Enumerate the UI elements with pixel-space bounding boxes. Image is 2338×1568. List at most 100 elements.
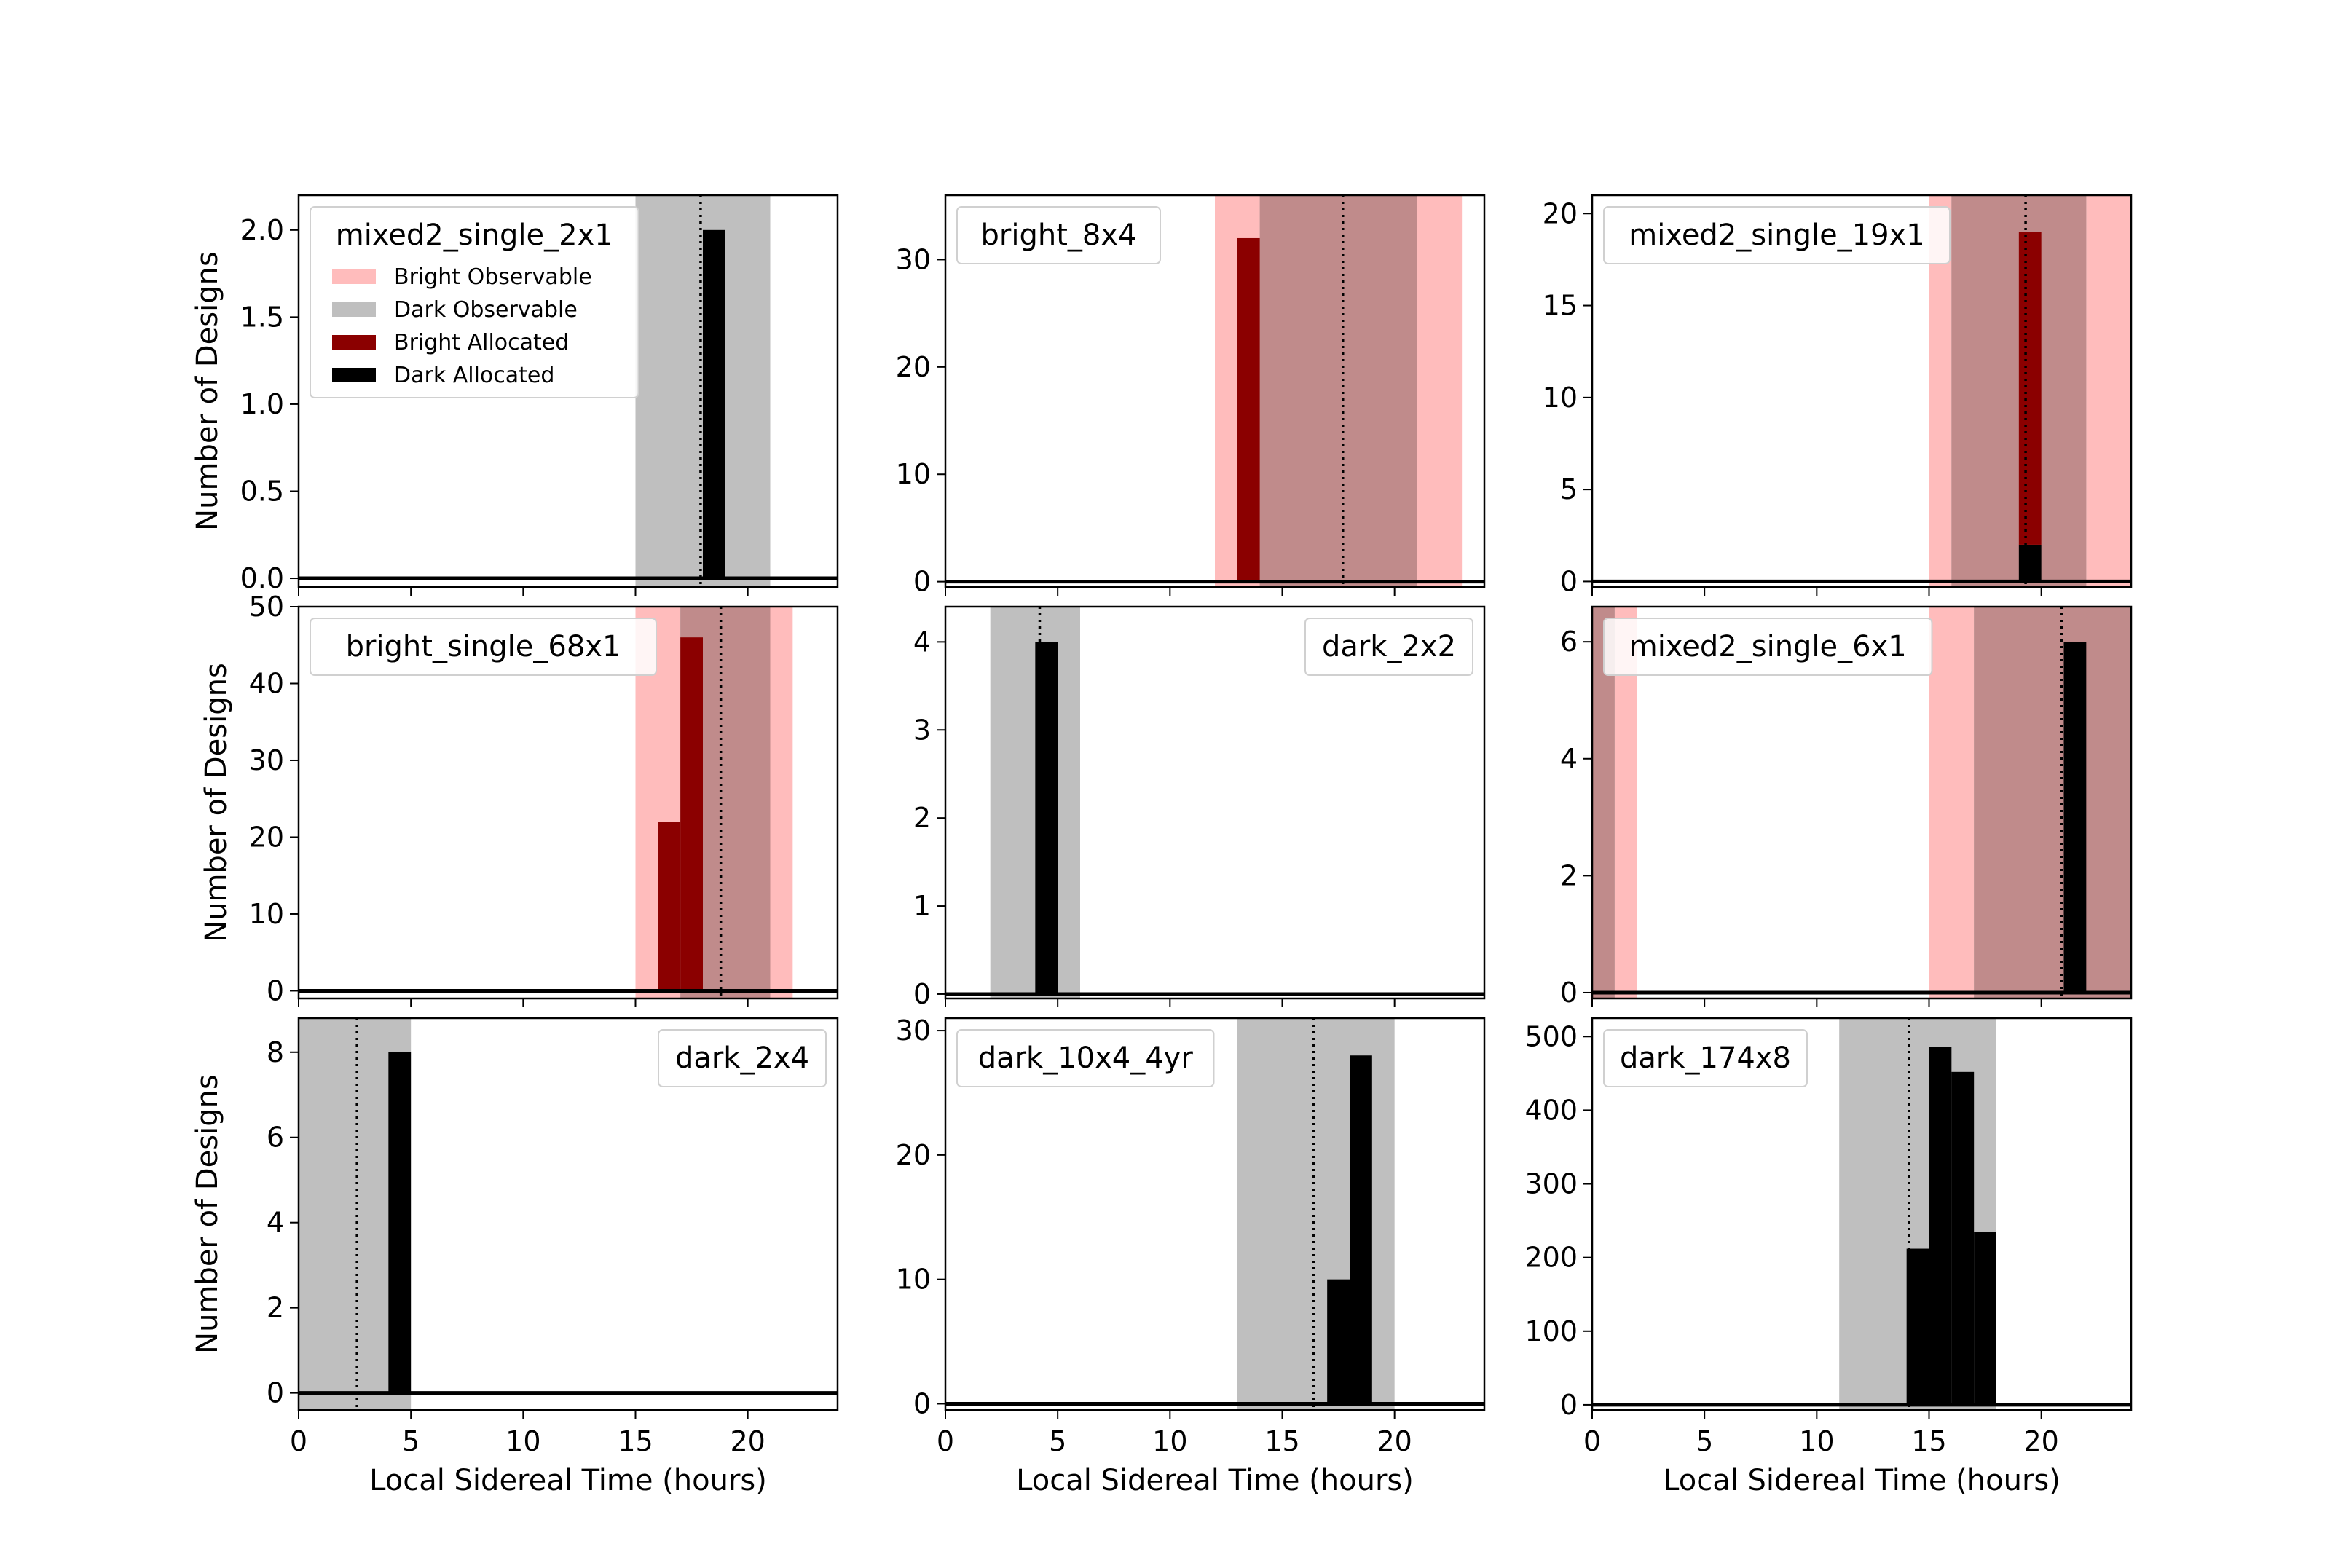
legend-box: [956, 206, 1161, 264]
x-tick-label: 20: [730, 1425, 765, 1457]
legend-swatch: [332, 368, 376, 382]
y-tick-label: 2: [267, 1292, 284, 1324]
overlap-observable-span: [1974, 607, 2131, 998]
y-tick-label: 1.0: [240, 388, 284, 420]
panel-mixed2_single_6x1: 0 2 4 6 mixed2_single_6x1: [1560, 605, 2133, 1009]
y-tick-label: 8: [267, 1036, 284, 1068]
axes-frame: [297, 194, 839, 588]
x-tick-label: 5: [1696, 1425, 1713, 1457]
x-tick-label: 20: [2023, 1425, 2058, 1457]
legend-title: dark_2x4: [675, 1041, 809, 1075]
axes-frame: [297, 1017, 839, 1411]
axes-frame: [1591, 194, 2133, 588]
x-tick-label: 10: [1799, 1425, 1834, 1457]
x-axis-label: Local Sidereal Time (hours): [1016, 1464, 1414, 1497]
panel-bright_single_68x1: 0 10 20 30 40 50 Number of Designs bright_singl…: [200, 591, 839, 1007]
y-tick-label: 2: [913, 802, 931, 834]
y-tick-label: 20: [1543, 197, 1578, 229]
axes-frame: [1591, 1017, 2133, 1411]
y-tick-label: 10: [896, 1264, 931, 1296]
bright-allocated-bar: [680, 637, 703, 991]
x-tick-label: 15: [1911, 1425, 1946, 1457]
dark-allocated-bar: [1951, 1071, 1975, 1405]
y-tick-label: 0: [1560, 977, 1578, 1009]
dark-allocated-bar: [1350, 1055, 1372, 1404]
y-tick-label: 4: [1560, 743, 1578, 775]
y-tick-label: 20: [896, 1139, 931, 1171]
y-axis-label: Number of Designs: [200, 663, 233, 942]
y-tick-label: 200: [1524, 1242, 1578, 1274]
y-tick-label: 0: [1560, 565, 1578, 597]
legend: dark_2x2: [1304, 618, 1473, 676]
panel-dark_174x8: 0 100 200 300 400 500 0 5 10 15 20 Local Sidereal T…: [1524, 1017, 2133, 1497]
y-tick-label: 0: [1560, 1389, 1578, 1421]
y-tick-label: 30: [896, 1015, 931, 1047]
legend: dark_174x8: [1603, 1029, 1808, 1087]
legend-box: [1304, 618, 1473, 676]
y-tick-label: 6: [1560, 626, 1578, 658]
y-tick-label: 4: [267, 1207, 284, 1239]
x-tick-label: 5: [402, 1425, 420, 1457]
x-tick-label: 15: [618, 1425, 653, 1457]
axes-frame: [1591, 605, 2133, 1000]
x-tick-label: 10: [1152, 1425, 1187, 1457]
y-tick-label: 6: [267, 1122, 284, 1154]
y-tick-label: 40: [249, 667, 284, 699]
panel-dark_10x4_4yr: 0 10 20 30 0 5 10 15 20 Local Sidereal Time (hour…: [896, 1015, 1486, 1497]
panel-dark_2x4: 0 2 4 6 8 0 5 10 15 20 Local Sidereal Time (hours)…: [191, 1017, 839, 1497]
dark-allocated-bar: [1974, 1232, 1996, 1405]
legend-title: mixed2_single_19x1: [1629, 218, 1924, 252]
y-tick-label: 15: [1543, 290, 1578, 322]
legend-box: [1603, 206, 1951, 264]
axes-frame: [297, 605, 839, 1000]
y-tick-label: 2: [1560, 859, 1578, 891]
panel-mixed2_single_2x1: 0.0 0.5 1.0 1.5 2.0 Number of Designs mixed2_s…: [191, 194, 839, 596]
y-tick-label: 1: [913, 890, 931, 922]
legend: bright_single_68x1: [310, 618, 657, 676]
y-tick-label: 2.0: [240, 214, 284, 246]
legend-box: [1603, 618, 1933, 676]
legend: dark_2x4: [658, 1029, 827, 1087]
panel-mixed2_single_19x1: 0 5 10 15 20 mixed2_single_19x1: [1543, 194, 2133, 597]
legend-title: mixed2_single_2x1: [336, 218, 613, 252]
legend: bright_8x4: [956, 206, 1161, 264]
y-tick-label: 0.5: [240, 475, 284, 507]
y-tick-label: 400: [1524, 1094, 1578, 1126]
y-tick-label: 0: [913, 1387, 931, 1419]
legend-title: mixed2_single_6x1: [1629, 630, 1907, 663]
axes-frame: [944, 194, 1486, 588]
y-tick-label: 30: [249, 744, 284, 776]
y-axis-label: Number of Designs: [191, 1074, 224, 1354]
legend-entry-label: Dark Allocated: [394, 363, 554, 388]
dark-allocated-bar: [2063, 642, 2087, 993]
y-axis-label: Number of Designs: [191, 251, 224, 531]
legend-box: [956, 1029, 1215, 1087]
x-tick-label: 20: [1377, 1425, 1412, 1457]
legend-swatch: [332, 302, 376, 317]
observable-spans: [1592, 607, 2131, 998]
x-tick-label: 0: [937, 1425, 954, 1457]
legend: mixed2_single_19x1: [1603, 206, 1951, 264]
legend-title: bright_8x4: [981, 218, 1137, 252]
y-tick-label: 10: [896, 458, 931, 490]
y-tick-label: 20: [249, 821, 284, 853]
y-tick-label: 5: [1560, 473, 1578, 505]
dark-allocated-bar: [1929, 1047, 1952, 1405]
y-tick-label: 10: [249, 898, 284, 930]
legend-box: [1603, 1029, 1808, 1087]
bright-allocated-bar: [2018, 232, 2042, 545]
legend-title: dark_10x4_4yr: [978, 1041, 1194, 1075]
overlap-observable-span: [1259, 195, 1417, 587]
y-tick-label: 0: [267, 974, 284, 1006]
panel-bright_8x4: 0 10 20 30 bright_8x4: [896, 194, 1486, 598]
bright-allocated-bar: [1237, 237, 1260, 582]
y-tick-label: 0: [267, 1377, 284, 1409]
legend-title: dark_2x2: [1322, 630, 1456, 663]
observable-spans: [990, 607, 1080, 998]
legend-title: dark_174x8: [1620, 1041, 1791, 1075]
x-tick-label: 0: [1583, 1425, 1601, 1457]
legend-box: [310, 618, 657, 676]
legend-entry-label: Dark Observable: [394, 297, 578, 323]
y-tick-label: 100: [1524, 1315, 1578, 1347]
